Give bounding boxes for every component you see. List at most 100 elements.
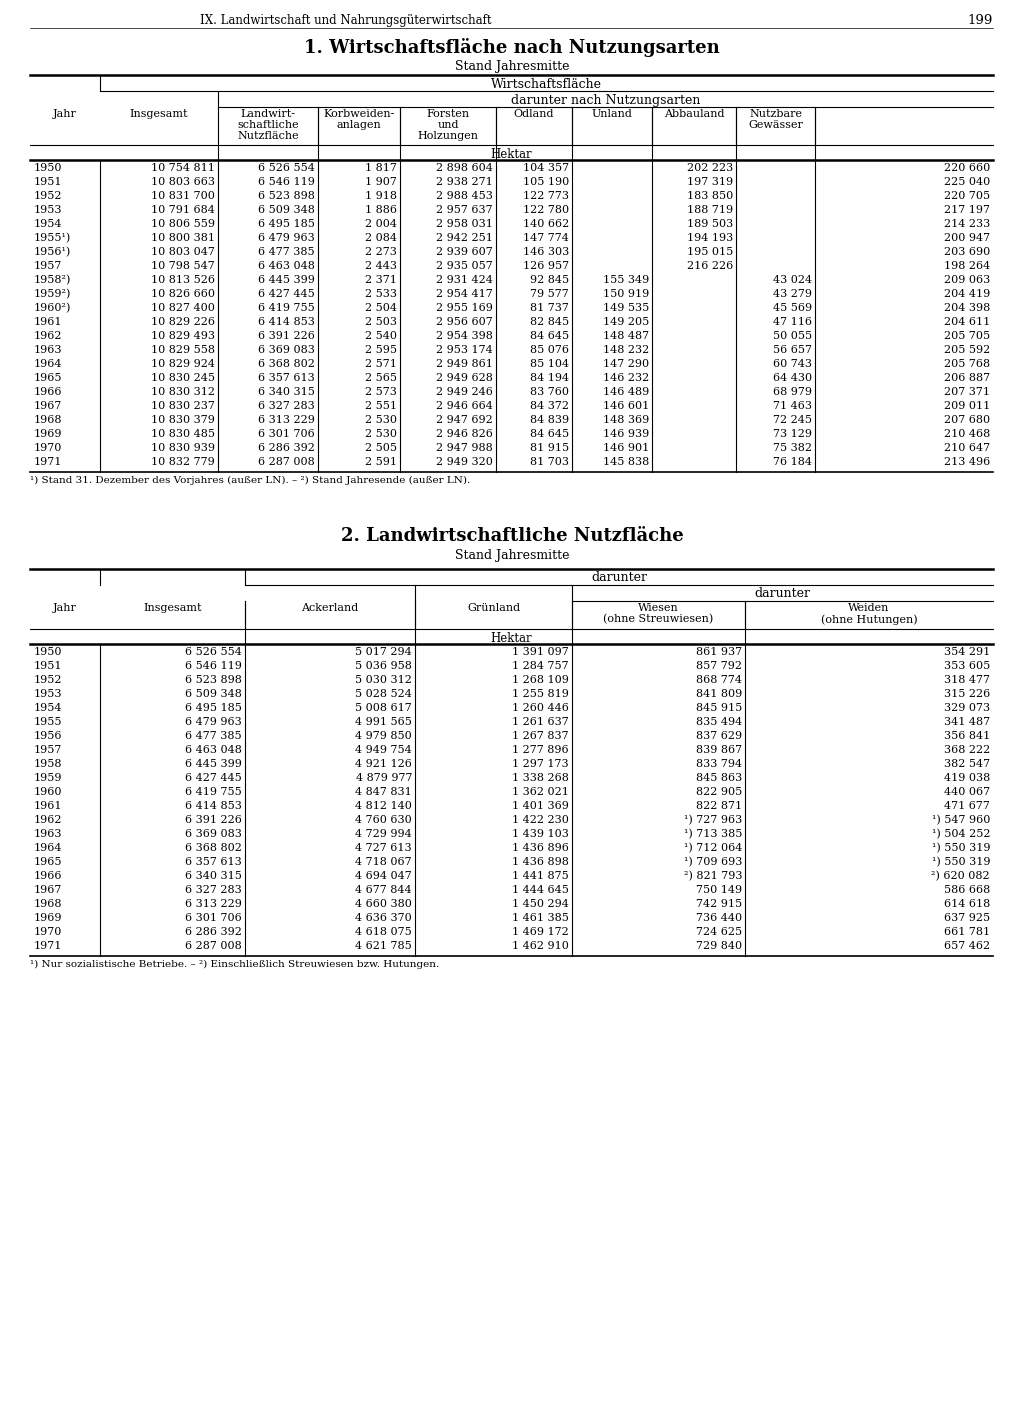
Text: 1970: 1970 xyxy=(34,927,62,937)
Text: 822 871: 822 871 xyxy=(696,801,742,811)
Text: 1953: 1953 xyxy=(34,690,62,699)
Text: 1 469 172: 1 469 172 xyxy=(512,927,569,937)
Text: Landwirt-: Landwirt- xyxy=(241,109,296,119)
Text: 1970: 1970 xyxy=(34,444,62,454)
Text: 1 255 819: 1 255 819 xyxy=(512,690,569,699)
Text: 2. Landwirtschaftliche Nutzfläche: 2. Landwirtschaftliche Nutzfläche xyxy=(341,527,683,545)
Text: 10 831 700: 10 831 700 xyxy=(152,191,215,201)
Text: 2 935 057: 2 935 057 xyxy=(436,261,493,271)
Text: 4 727 613: 4 727 613 xyxy=(355,844,412,853)
Text: 1 277 896: 1 277 896 xyxy=(512,745,569,755)
Text: 1 436 898: 1 436 898 xyxy=(512,858,569,868)
Text: 148 232: 148 232 xyxy=(603,345,649,355)
Text: Weiden: Weiden xyxy=(848,603,890,613)
Text: Stand Jahresmitte: Stand Jahresmitte xyxy=(455,59,569,73)
Text: 4 677 844: 4 677 844 xyxy=(355,885,412,894)
Text: darunter: darunter xyxy=(591,571,647,584)
Text: 146 303: 146 303 xyxy=(522,247,569,257)
Text: 2 533: 2 533 xyxy=(365,290,397,300)
Text: 6 477 385: 6 477 385 xyxy=(258,247,315,257)
Text: 1 450 294: 1 450 294 xyxy=(512,899,569,909)
Text: 6 301 706: 6 301 706 xyxy=(185,913,242,923)
Text: 220 705: 220 705 xyxy=(944,191,990,201)
Text: 1968: 1968 xyxy=(34,415,62,425)
Text: 4 729 994: 4 729 994 xyxy=(355,829,412,839)
Text: 1963: 1963 xyxy=(34,829,62,839)
Text: 10 830 245: 10 830 245 xyxy=(151,373,215,383)
Text: 2 938 271: 2 938 271 xyxy=(436,177,493,187)
Text: 1 267 837: 1 267 837 xyxy=(512,731,569,740)
Text: Wiesen: Wiesen xyxy=(638,603,679,613)
Text: 2 956 607: 2 956 607 xyxy=(436,317,493,326)
Text: 122 773: 122 773 xyxy=(523,191,569,201)
Text: 83 760: 83 760 xyxy=(530,387,569,397)
Text: 6 287 008: 6 287 008 xyxy=(185,941,242,951)
Text: 1963: 1963 xyxy=(34,345,62,355)
Text: 205 705: 205 705 xyxy=(944,331,990,341)
Text: ¹) Nur sozialistische Betriebe. – ²) Einschließlich Streuwiesen bzw. Hutungen.: ¹) Nur sozialistische Betriebe. – ²) Ein… xyxy=(30,959,439,969)
Text: 637 925: 637 925 xyxy=(944,913,990,923)
Text: 4 760 630: 4 760 630 xyxy=(355,815,412,825)
Text: Abbauland: Abbauland xyxy=(664,109,724,119)
Text: 1953: 1953 xyxy=(34,205,62,215)
Text: 207 680: 207 680 xyxy=(944,415,990,425)
Text: 5 030 312: 5 030 312 xyxy=(355,675,412,685)
Text: 6 286 392: 6 286 392 xyxy=(258,444,315,454)
Text: 2 947 692: 2 947 692 xyxy=(436,415,493,425)
Text: 1 297 173: 1 297 173 xyxy=(512,759,569,769)
Text: 1 462 910: 1 462 910 xyxy=(512,941,569,951)
Text: 225 040: 225 040 xyxy=(944,177,990,187)
Text: 1 284 757: 1 284 757 xyxy=(512,661,569,671)
Text: 56 657: 56 657 xyxy=(773,345,812,355)
Text: 2 595: 2 595 xyxy=(365,345,397,355)
Text: 10 800 381: 10 800 381 xyxy=(151,233,215,243)
Text: und: und xyxy=(437,120,459,130)
Text: schaftliche: schaftliche xyxy=(238,120,299,130)
Text: Ackerland: Ackerland xyxy=(301,603,358,613)
Text: 1969: 1969 xyxy=(34,430,62,439)
Text: 841 809: 841 809 xyxy=(695,690,742,699)
Text: Hektar: Hektar xyxy=(490,632,532,644)
Text: 341 487: 341 487 xyxy=(944,716,990,728)
Text: 85 104: 85 104 xyxy=(529,359,569,369)
Text: 857 792: 857 792 xyxy=(696,661,742,671)
Text: 1952: 1952 xyxy=(34,675,62,685)
Text: 84 372: 84 372 xyxy=(530,401,569,411)
Text: ¹) 504 252: ¹) 504 252 xyxy=(932,829,990,839)
Text: 1957: 1957 xyxy=(34,745,62,755)
Text: 2 988 453: 2 988 453 xyxy=(436,191,493,201)
Text: 1952: 1952 xyxy=(34,191,62,201)
Text: 204 611: 204 611 xyxy=(944,317,990,326)
Text: 197 319: 197 319 xyxy=(687,177,733,187)
Text: Grünland: Grünland xyxy=(467,603,520,613)
Text: 1951: 1951 xyxy=(34,661,62,671)
Text: 146 939: 146 939 xyxy=(603,430,649,439)
Text: 1955: 1955 xyxy=(34,716,62,728)
Text: 353 605: 353 605 xyxy=(944,661,990,671)
Text: 1954: 1954 xyxy=(34,704,62,714)
Text: 6 445 399: 6 445 399 xyxy=(258,276,315,285)
Text: 736 440: 736 440 xyxy=(696,913,742,923)
Text: 10 803 047: 10 803 047 xyxy=(152,247,215,257)
Text: 6 495 185: 6 495 185 xyxy=(258,219,315,229)
Text: 1 436 896: 1 436 896 xyxy=(512,844,569,853)
Text: ¹) Stand 31. Dezember des Vorjahres (außer LN). – ²) Stand Jahresende (außer LN): ¹) Stand 31. Dezember des Vorjahres (auß… xyxy=(30,476,470,485)
Text: 6 427 445: 6 427 445 xyxy=(185,773,242,783)
Text: 1965: 1965 xyxy=(34,373,62,383)
Text: 209 063: 209 063 xyxy=(944,276,990,285)
Text: 50 055: 50 055 xyxy=(773,331,812,341)
Text: 2 949 628: 2 949 628 xyxy=(436,373,493,383)
Text: 10 754 811: 10 754 811 xyxy=(152,162,215,172)
Text: 2 004: 2 004 xyxy=(365,219,397,229)
Text: 835 494: 835 494 xyxy=(695,716,742,728)
Text: 1950: 1950 xyxy=(34,647,62,657)
Text: 6 391 226: 6 391 226 xyxy=(185,815,242,825)
Text: (ohne Streuwiesen): (ohne Streuwiesen) xyxy=(603,615,714,625)
Text: 10 806 559: 10 806 559 xyxy=(151,219,215,229)
Text: 10 798 547: 10 798 547 xyxy=(152,261,215,271)
Text: 1 391 097: 1 391 097 xyxy=(512,647,569,657)
Text: 839 867: 839 867 xyxy=(696,745,742,755)
Text: 1968: 1968 xyxy=(34,899,62,909)
Text: 188 719: 188 719 xyxy=(687,205,733,215)
Text: 6 301 706: 6 301 706 xyxy=(258,430,315,439)
